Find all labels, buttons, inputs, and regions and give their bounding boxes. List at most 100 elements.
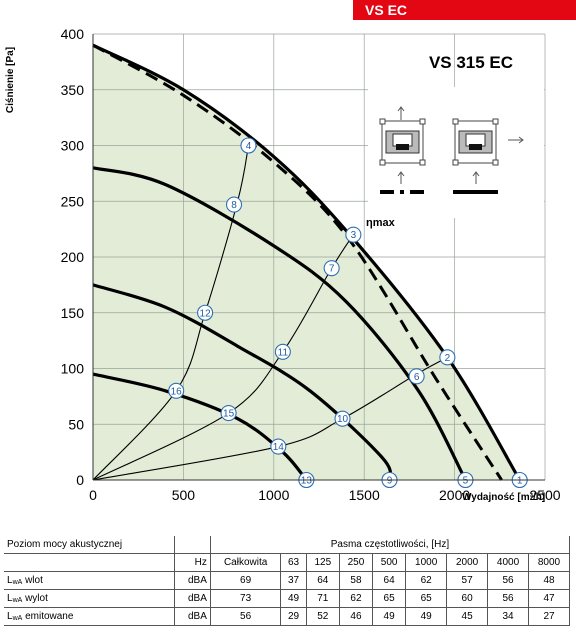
hz-label: Hz xyxy=(173,553,211,572)
row-unit: dBA xyxy=(173,589,211,608)
band-header: 500 xyxy=(372,553,407,572)
installation-diagram xyxy=(368,87,544,218)
table-cell: 56 xyxy=(487,571,529,590)
table-cell: 62 xyxy=(338,589,374,608)
table-cell: 48 xyxy=(528,571,570,590)
row-unit: dBA xyxy=(173,571,211,590)
max-efficiency-line xyxy=(92,43,503,481)
noise-band-title: Pasma częstotliwości, [Hz] xyxy=(209,536,571,554)
model-tag: VS EC xyxy=(353,0,576,20)
band-header: 8000 xyxy=(528,553,570,572)
table-cell: 27 xyxy=(528,607,570,626)
y-tick-label: 400 xyxy=(61,26,85,42)
x-tick-label: 2000 xyxy=(439,487,470,503)
fan-vertical-icon xyxy=(379,118,426,166)
chart-title: VS 315 EC xyxy=(429,53,513,72)
band-header: 4000 xyxy=(487,553,529,572)
table-cell: 57 xyxy=(446,571,489,590)
fan-curve xyxy=(92,166,467,481)
table-cell: 56 xyxy=(487,589,529,608)
band-header: 1000 xyxy=(405,553,448,572)
operating-point-label: 1 xyxy=(517,476,523,487)
y-tick-label: 100 xyxy=(61,361,85,377)
operating-point-label: 5 xyxy=(463,476,469,487)
operating-point-marker xyxy=(274,343,291,360)
operating-point-label: 15 xyxy=(223,409,235,420)
x-tick-label: 1500 xyxy=(349,487,380,503)
x-tick-label: 2500 xyxy=(529,487,560,503)
table-cell: 65 xyxy=(405,589,448,608)
table-row: LwA emitowane dBA 56 29 52 46 49 49 45 34 27 xyxy=(4,607,570,626)
operating-point-marker xyxy=(334,410,351,427)
operating-point-label: 6 xyxy=(414,372,420,383)
fan-curve xyxy=(92,43,522,481)
band-header: 2000 xyxy=(446,553,489,572)
x-tick-label: 500 xyxy=(172,487,196,503)
fan-horizontal-icon xyxy=(452,118,499,166)
operating-point-label: 14 xyxy=(273,442,285,453)
table-cell: 62 xyxy=(405,571,448,590)
fan-curve xyxy=(92,372,308,482)
y-tick-label: 200 xyxy=(61,249,85,265)
operating-point-marker xyxy=(439,349,456,366)
arrow-up-icon xyxy=(397,106,405,120)
table-cell: 64 xyxy=(372,571,407,590)
row-unit: dBA xyxy=(173,607,211,626)
table-cell: 69 xyxy=(209,571,282,590)
table-row: LwA wlot dBA 69 37 64 58 64 62 57 56 48 xyxy=(4,571,570,590)
operating-point-label: 8 xyxy=(231,200,237,211)
table-cell: 45 xyxy=(446,607,489,626)
operating-point-label: 9 xyxy=(387,476,393,487)
operating-point-marker xyxy=(197,304,214,321)
row-label: LwA wlot xyxy=(4,571,175,590)
operating-point-label: 3 xyxy=(351,230,357,241)
table-row: LwA wylot dBA 73 49 71 62 65 65 60 56 47 xyxy=(4,589,570,608)
noise-row-title: Poziom mocy akustycznej xyxy=(4,536,175,554)
table-cell: 56 xyxy=(209,607,282,626)
y-tick-label: 350 xyxy=(61,82,85,98)
y-axis-label: Ciśnienie [Pa] xyxy=(5,47,16,113)
table-cell: 49 xyxy=(372,607,407,626)
operating-point-marker xyxy=(168,382,185,399)
operating-point-label: 16 xyxy=(171,386,183,397)
operating-point-marker xyxy=(345,226,362,243)
table-cell: 46 xyxy=(338,607,374,626)
sound-power-table: Poziom mocy akustycznej Pasma częstotliw… xyxy=(4,536,571,626)
table-cell: 47 xyxy=(528,589,570,608)
table-cell: 49 xyxy=(280,589,307,608)
band-header: 250 xyxy=(338,553,374,572)
table-cell: 52 xyxy=(305,607,340,626)
operating-point-label: 12 xyxy=(200,308,212,319)
table-cell: 34 xyxy=(487,607,529,626)
operating-point-marker xyxy=(220,405,237,422)
operating-point-marker xyxy=(408,368,425,385)
row-label: LwA wylot xyxy=(4,589,175,608)
table-cell: 64 xyxy=(305,571,340,590)
band-header: Całkowita xyxy=(209,553,282,572)
arrow-up-icon xyxy=(397,171,405,184)
x-tick-label: 1000 xyxy=(258,487,289,503)
row-label: LwA emitowane xyxy=(4,607,175,626)
x-axis-label: Wydajność [m³/h] xyxy=(462,492,545,503)
table-cell: 73 xyxy=(209,589,282,608)
table-cell: 65 xyxy=(372,589,407,608)
fan-curve xyxy=(92,283,393,481)
y-tick-label: 300 xyxy=(61,138,85,154)
band-header: 63 xyxy=(280,553,307,572)
operating-point-marker xyxy=(240,137,257,154)
operating-point-label: 13 xyxy=(301,476,313,487)
table-cell: 71 xyxy=(305,589,340,608)
operating-point-label: 7 xyxy=(329,264,335,275)
eta-max-label: ηmax xyxy=(366,217,396,229)
operating-point-label: 4 xyxy=(246,141,252,152)
table-cell: 37 xyxy=(280,571,307,590)
band-header: 125 xyxy=(305,553,340,572)
table-cell: 29 xyxy=(280,607,307,626)
arrow-right-icon xyxy=(508,136,524,144)
operating-point-label: 11 xyxy=(278,347,289,358)
operating-point-marker xyxy=(270,438,287,455)
arrow-up-icon xyxy=(472,171,480,184)
y-tick-label: 0 xyxy=(76,472,84,488)
table-cell: 58 xyxy=(338,571,374,590)
